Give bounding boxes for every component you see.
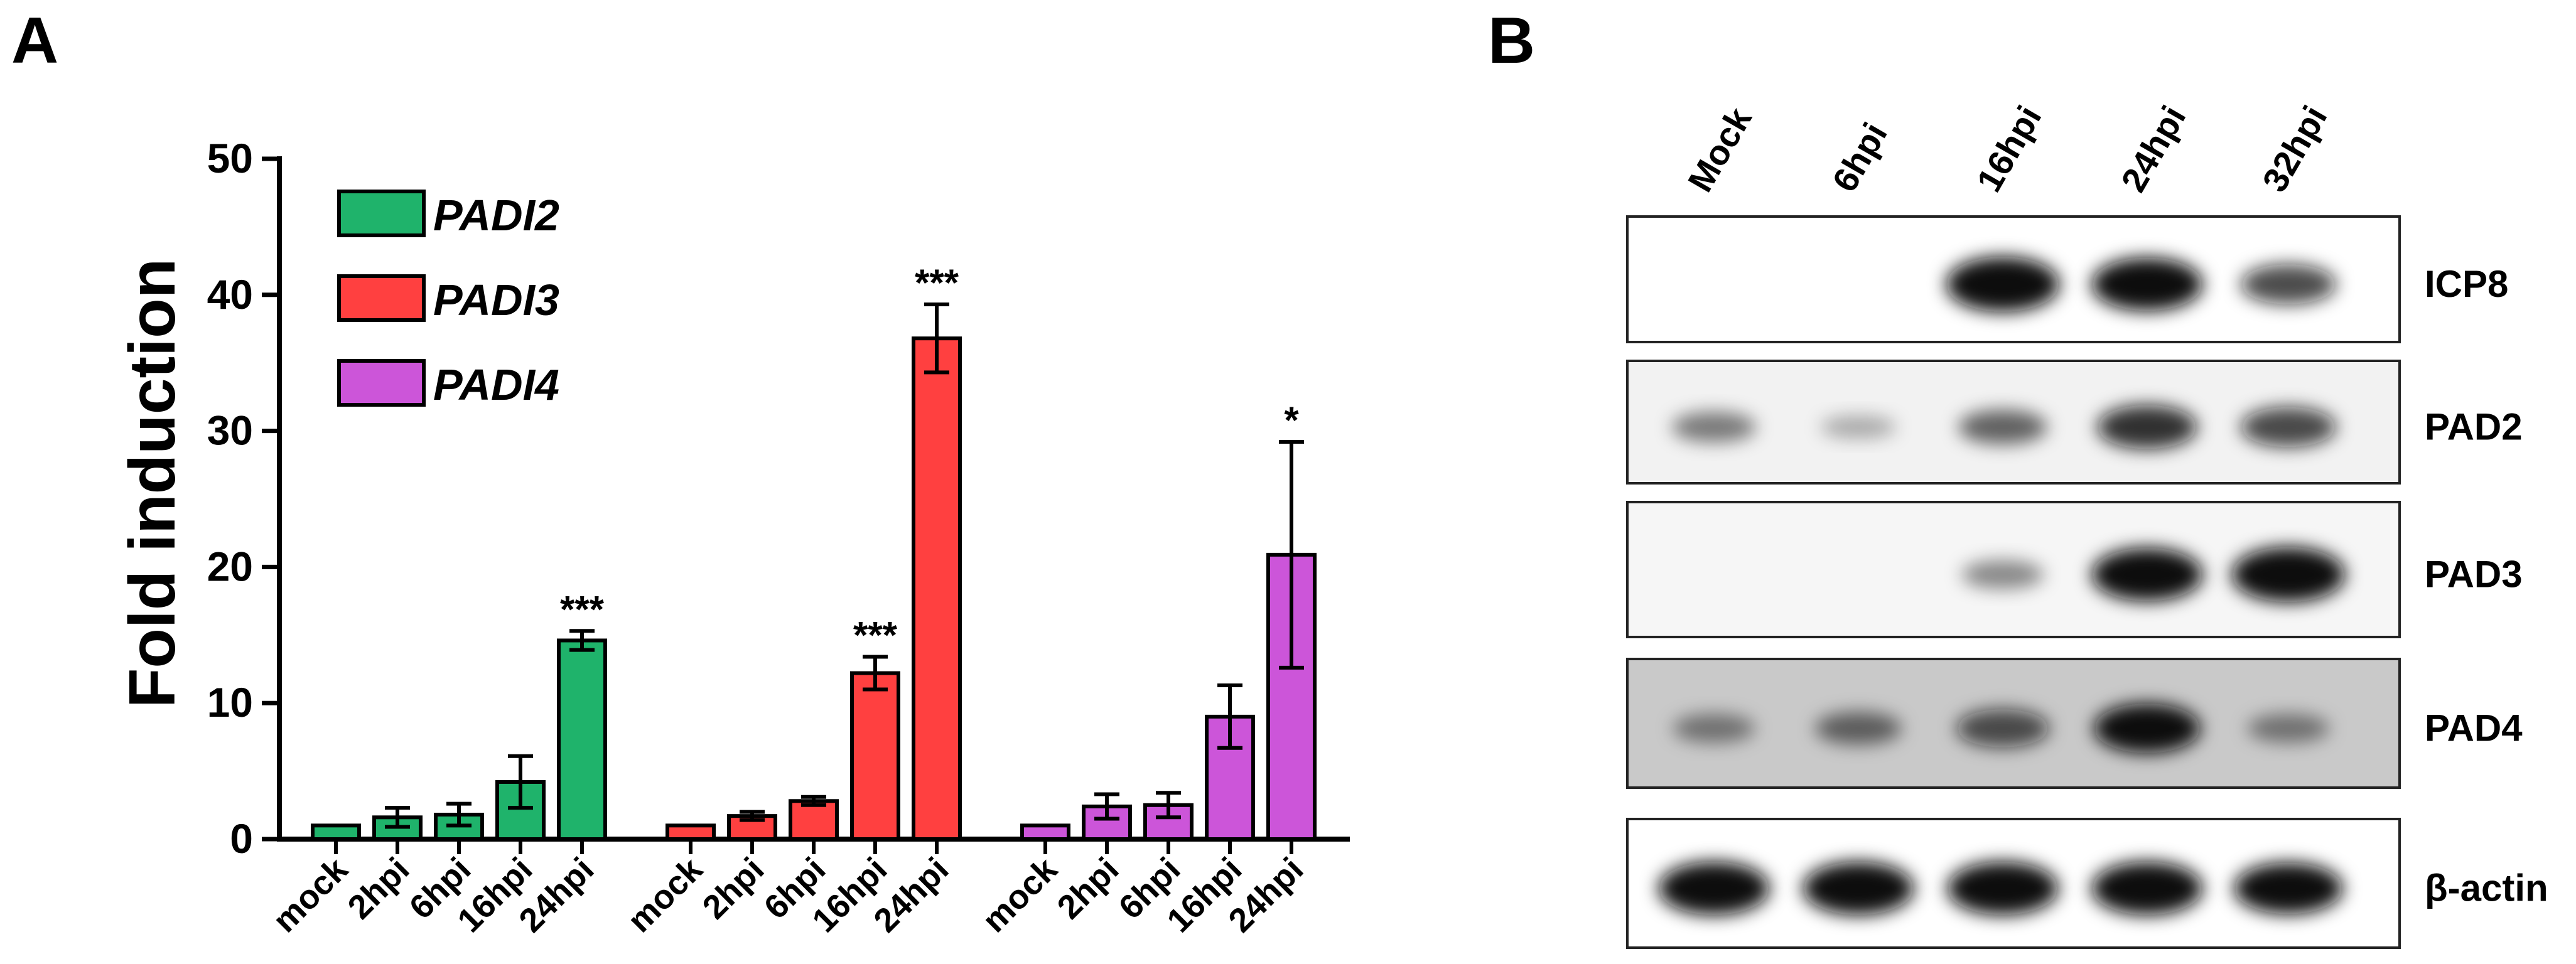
significance-marker: *** <box>915 262 959 304</box>
band <box>1815 712 1902 745</box>
significance-marker: *** <box>853 614 898 656</box>
panel-letter-b: B <box>1488 4 1535 77</box>
y-tick-label: 40 <box>207 271 253 318</box>
protein-label: PAD3 <box>2425 554 2523 596</box>
x-tick-label: mock <box>975 850 1065 940</box>
band <box>1958 410 2047 444</box>
x-tick-label: mock <box>266 850 355 940</box>
error-bar <box>924 302 949 375</box>
error-bar <box>385 806 410 829</box>
error-bar <box>446 801 472 828</box>
band <box>2247 714 2330 743</box>
error-bar <box>508 754 533 810</box>
blot-row-actin: β-actin <box>1626 818 2548 949</box>
band <box>1956 709 2050 747</box>
legend-swatch-padi4 <box>337 359 426 407</box>
blot-row-icp8: ICP8 <box>1626 215 2508 343</box>
error-bar <box>1156 791 1181 820</box>
lane-label-mock: Mock <box>1680 100 1760 198</box>
bar-padi3-16hpi <box>850 671 900 842</box>
band <box>2232 547 2345 602</box>
y-tick-label: 10 <box>207 679 253 726</box>
band <box>1946 257 2059 312</box>
band <box>1820 415 1897 439</box>
axes <box>277 156 1350 842</box>
lane-label-32hpi: 32hpi <box>2255 99 2335 198</box>
y-ticks: 0 10 20 30 40 50 <box>207 135 279 862</box>
western-blot: Mock 6hpi 16hpi 24hpi 32hpi ICP8 PAD2 PAD3 PAD4… <box>1626 99 2548 949</box>
band <box>2091 257 2203 311</box>
blot-row-pad2: PAD2 <box>1626 360 2523 485</box>
error-bar <box>1217 683 1242 750</box>
error-bar <box>569 629 595 652</box>
band <box>2241 407 2336 447</box>
band <box>2234 862 2343 914</box>
lane-label-6hpi: 6hpi <box>1824 116 1895 198</box>
legend-label-padi4: PADI4 <box>433 360 559 409</box>
y-tick-label: 30 <box>207 407 253 454</box>
legend-swatch-padi2 <box>337 190 426 237</box>
lane-labels: Mock 6hpi 16hpi 24hpi 32hpi <box>1680 99 2335 198</box>
blot-rows: ICP8 PAD2 PAD3 PAD4 β-actin <box>1626 215 2548 949</box>
band <box>2097 405 2197 449</box>
error-bar <box>863 655 888 692</box>
x-tick-label: 2hpi <box>696 850 772 926</box>
band <box>1947 862 2059 915</box>
legend: PADI2 PADI3 PADI4 <box>337 190 559 409</box>
bar-padi3-24hpi <box>912 336 962 841</box>
band <box>1671 412 1757 442</box>
legend-swatch-padi3 <box>337 274 426 322</box>
error-bar <box>801 795 826 807</box>
lane-label-24hpi: 24hpi <box>2113 99 2194 198</box>
significance-marker: *** <box>560 588 605 630</box>
panel-letter-a: A <box>11 4 58 77</box>
lane-label-16hpi: 16hpi <box>1969 99 2049 198</box>
protein-label: ICP8 <box>2425 263 2508 305</box>
band <box>1961 560 2044 589</box>
y-axis-label: Fold induction <box>116 259 189 708</box>
x-tick-label: mock <box>620 850 710 940</box>
error-bar <box>1279 439 1304 670</box>
bar-padi2-mock <box>311 823 361 841</box>
band <box>2241 264 2336 304</box>
bar-padi4-mock <box>1020 823 1070 841</box>
y-tick-label: 0 <box>230 815 253 862</box>
significance-marker: * <box>1284 399 1299 441</box>
bar-padi3-mock <box>666 823 716 841</box>
x-tick-label: 2hpi <box>1050 850 1126 926</box>
blot-row-pad4: PAD4 <box>1626 658 2523 789</box>
bar-padi2-24hpi <box>557 638 607 841</box>
band <box>1803 862 1914 915</box>
protein-label: β-actin <box>2425 867 2548 909</box>
band <box>2091 548 2203 601</box>
y-tick-label: 50 <box>207 135 253 181</box>
blot-row-pad3: PAD3 <box>1626 501 2523 638</box>
protein-label: PAD4 <box>2425 707 2523 749</box>
error-bar <box>740 810 765 822</box>
band <box>2091 862 2203 915</box>
y-tick-label: 20 <box>207 543 253 589</box>
x-tick-label: 2hpi <box>341 850 417 926</box>
bars: ********** <box>311 262 1317 842</box>
legend-label-padi2: PADI2 <box>433 191 559 240</box>
error-bar <box>1094 792 1119 821</box>
protein-label: PAD2 <box>2425 406 2523 448</box>
band <box>1673 714 1755 743</box>
band <box>2094 704 2201 753</box>
legend-label-padi3: PADI3 <box>433 276 559 324</box>
band <box>1658 862 1770 915</box>
